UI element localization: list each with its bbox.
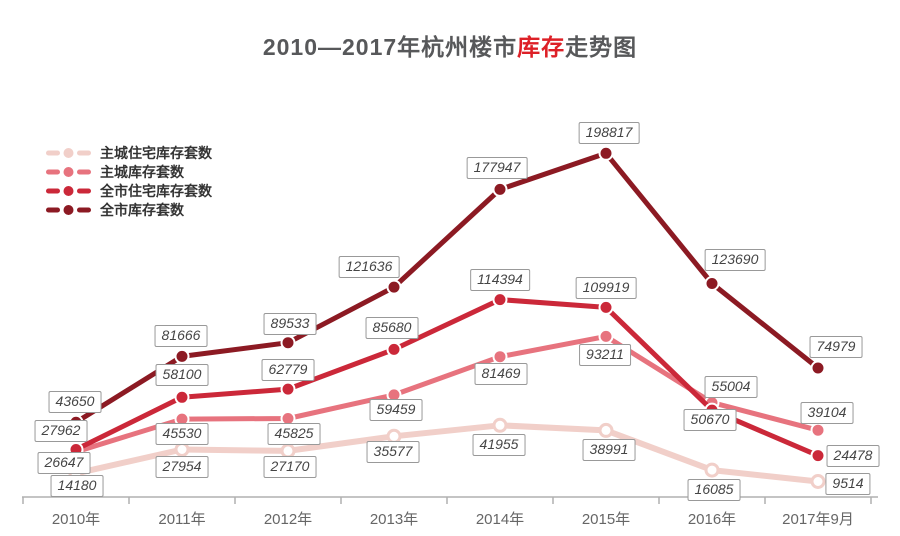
legend-label: 全市住宅库存套数 (100, 184, 212, 200)
data-point-icon[interactable] (492, 349, 508, 365)
data-point-icon[interactable] (492, 417, 508, 433)
legend-item-3[interactable]: 全市库存套数 (46, 200, 212, 219)
data-point-icon[interactable] (280, 411, 296, 426)
data-point-icon[interactable] (68, 465, 84, 481)
data-point-icon[interactable] (280, 335, 296, 351)
data-point-icon[interactable] (174, 411, 190, 427)
data-point-icon[interactable] (280, 443, 296, 459)
data-point-icon[interactable] (174, 389, 190, 405)
legend-item-0[interactable]: 主城住宅库存套数 (46, 143, 212, 162)
data-point-icon[interactable] (598, 328, 614, 344)
legend-item-1[interactable]: 主城库存套数 (46, 162, 212, 181)
data-point-icon[interactable] (174, 442, 190, 457)
data-point-icon[interactable] (810, 448, 826, 464)
series-line-3 (73, 150, 821, 425)
data-point-icon[interactable] (386, 279, 402, 295)
data-point-icon[interactable] (492, 292, 508, 308)
data-point-icon[interactable] (386, 428, 402, 444)
data-point-icon[interactable] (598, 422, 614, 438)
data-point-icon[interactable] (386, 387, 402, 403)
legend: 主城住宅库存套数 主城库存套数全市住宅库存套数 全市库存套数 (46, 143, 212, 219)
series-line-0 (73, 422, 821, 485)
data-point-icon[interactable] (810, 360, 826, 376)
legend-item-2[interactable]: 全市住宅库存套数 (46, 181, 212, 200)
chart-title-prefix: 2010—2017年杭州楼市 (262, 34, 518, 60)
legend-label: 全市库存套数 (100, 203, 184, 219)
series-line-2 (73, 297, 821, 459)
legend-marker-icon (46, 147, 91, 158)
legend-marker-icon (46, 185, 91, 196)
data-point-icon[interactable] (704, 402, 720, 418)
data-point-icon[interactable] (492, 181, 508, 197)
legend-marker-icon (46, 204, 91, 215)
data-point-icon[interactable] (598, 145, 614, 161)
data-point-icon[interactable] (68, 414, 84, 430)
data-point-icon[interactable] (810, 422, 826, 438)
data-point-icon[interactable] (598, 299, 614, 315)
data-point-icon[interactable] (68, 442, 84, 457)
data-point-icon[interactable] (280, 381, 296, 397)
chart-title-highlight: 库存 (517, 34, 566, 60)
legend-label: 主城住宅库存套数 (100, 146, 212, 162)
legend-marker-icon (46, 166, 91, 177)
data-point-icon[interactable] (386, 341, 402, 357)
chart-title: 2010—2017年杭州楼市库存走势图 (0, 28, 900, 62)
data-point-icon[interactable] (810, 474, 826, 489)
data-point-icon[interactable] (174, 348, 190, 364)
legend-label: 主城库存套数 (100, 165, 184, 181)
chart-title-suffix: 走势图 (565, 34, 638, 60)
data-point-icon[interactable] (704, 276, 720, 291)
data-point-icon[interactable] (704, 462, 720, 478)
